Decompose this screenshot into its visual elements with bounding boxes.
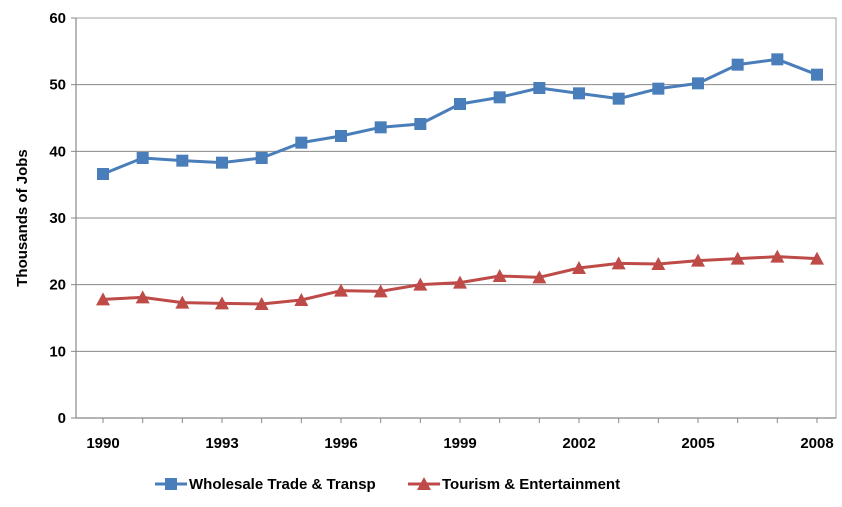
y-axis-title: Thousands of Jobs xyxy=(14,149,31,287)
series-layer xyxy=(96,53,824,310)
legend-item: Tourism & Entertainment xyxy=(408,476,620,493)
data-point xyxy=(692,77,704,90)
data-point xyxy=(493,91,506,104)
data-point xyxy=(573,87,585,100)
data-point xyxy=(533,82,546,94)
data-point xyxy=(731,58,744,71)
data-point xyxy=(651,257,666,270)
data-point xyxy=(335,130,347,142)
y-tick-label: 0 xyxy=(58,410,66,427)
x-tick-label: 1999 xyxy=(443,435,476,452)
legend: Wholesale Trade & Transp Tourism & Entert… xyxy=(155,476,620,493)
data-point xyxy=(811,68,823,81)
x-tick-label: 2008 xyxy=(800,435,833,452)
data-point xyxy=(215,296,229,310)
x-tick-label: 1990 xyxy=(86,435,119,452)
y-tick-label: 50 xyxy=(49,77,66,94)
y-tick-label: 60 xyxy=(49,10,66,27)
x-tick-label: 2002 xyxy=(562,435,595,452)
data-point xyxy=(532,270,547,284)
y-axis-ticks: 0 10 20 30 40 50 60 xyxy=(49,10,76,427)
data-point xyxy=(454,98,466,110)
data-point xyxy=(453,275,467,289)
data-point xyxy=(691,253,705,267)
series-2 xyxy=(96,249,824,310)
data-point xyxy=(295,136,308,149)
legend-label: Tourism & Entertainment xyxy=(442,476,620,493)
data-point xyxy=(652,82,665,95)
legend-item: Wholesale Trade & Transp xyxy=(155,476,376,493)
data-point xyxy=(413,277,428,291)
data-point xyxy=(176,154,189,167)
data-point xyxy=(770,249,785,263)
data-point xyxy=(730,251,745,265)
data-point xyxy=(414,118,427,130)
data-point xyxy=(255,152,268,164)
data-point xyxy=(334,283,348,297)
y-tick-label: 10 xyxy=(49,343,66,360)
legend-label: Wholesale Trade & Transp xyxy=(189,476,376,493)
data-point xyxy=(254,297,269,310)
data-point xyxy=(216,156,228,169)
data-point xyxy=(492,269,507,282)
data-point xyxy=(175,295,190,309)
data-point xyxy=(611,256,626,270)
data-point xyxy=(373,284,388,298)
x-tick-label: 1996 xyxy=(324,435,357,452)
y-tick-label: 30 xyxy=(49,210,66,227)
data-point xyxy=(572,261,586,274)
legend-marker xyxy=(417,477,431,490)
legend-marker xyxy=(165,478,177,490)
series-1 xyxy=(97,53,823,180)
x-axis-ticks: 1990 1993 1996 1999 2002 2005 2008 xyxy=(86,418,834,452)
x-tick-label: 1993 xyxy=(205,435,238,452)
y-tick-label: 40 xyxy=(49,143,66,160)
data-point xyxy=(97,168,109,180)
data-point xyxy=(135,290,150,304)
data-point xyxy=(374,121,387,134)
data-point xyxy=(136,152,149,164)
data-point xyxy=(612,92,625,105)
data-point xyxy=(294,293,309,306)
data-point xyxy=(810,251,824,265)
data-point xyxy=(96,292,110,306)
y-tick-label: 20 xyxy=(49,277,66,294)
data-point xyxy=(771,53,784,66)
x-tick-label: 2005 xyxy=(681,435,714,452)
